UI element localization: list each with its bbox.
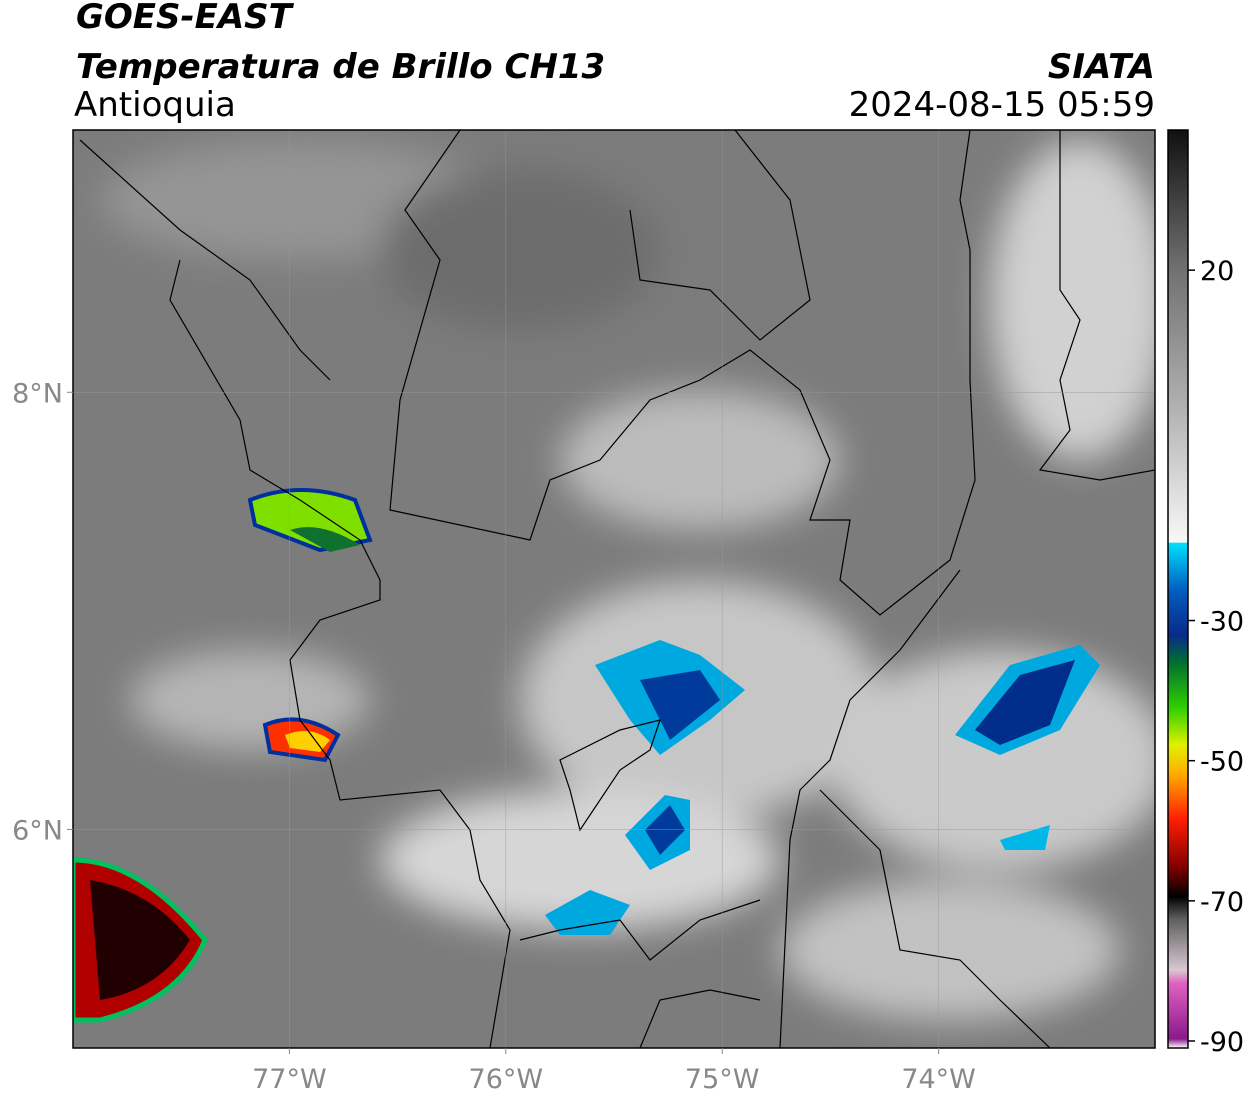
colorbar-tick-label: -50 xyxy=(1200,747,1244,778)
title: GOES-EAST xyxy=(76,0,295,37)
colorbar-tick-label: -90 xyxy=(1200,1027,1244,1058)
x-tick-label: 76°W xyxy=(469,1064,544,1095)
y-tick-label: 6°N xyxy=(12,815,63,846)
x-tick-label: 74°W xyxy=(901,1064,976,1095)
y-tick-label: 8°N xyxy=(12,378,63,409)
source: SIATA xyxy=(1048,47,1155,87)
region: Antioquia xyxy=(74,85,236,125)
x-tick-label: 77°W xyxy=(252,1064,327,1095)
x-tick-label: 75°W xyxy=(685,1064,760,1095)
satellite-image xyxy=(73,130,1155,1048)
colorbar-tick-label: -70 xyxy=(1200,887,1244,918)
colorbar-tick-label: -30 xyxy=(1200,607,1244,638)
graticule xyxy=(73,130,1155,1048)
colorbar xyxy=(1167,129,1189,1049)
timestamp: 2024-08-15 05:59 xyxy=(849,85,1155,125)
subtitle: Temperatura de Brillo CH13 xyxy=(76,47,605,87)
colorbar-tick-label: 20 xyxy=(1200,256,1234,287)
map-frame xyxy=(72,129,1156,1049)
